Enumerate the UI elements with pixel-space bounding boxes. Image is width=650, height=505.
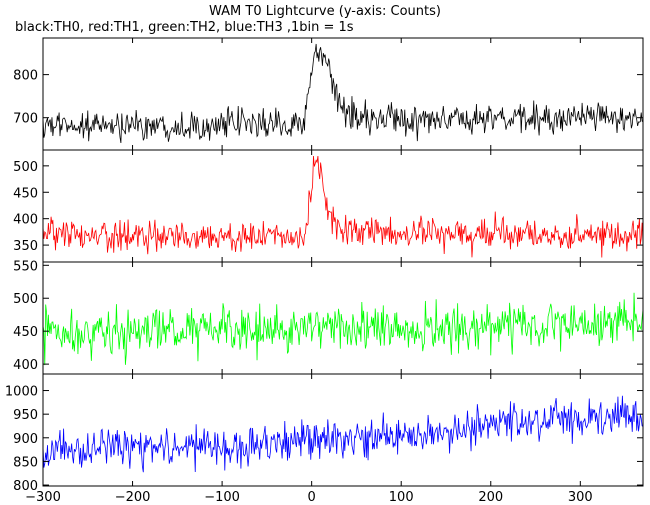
panels-group: 700 800 350 400 450 500 400 450 500 550 800 850 900 9… xyxy=(5,37,644,494)
y-tick-label: 1000 xyxy=(5,385,38,400)
chart-title: WAM T0 Lightcurve (y-axis: Counts) xyxy=(209,4,441,19)
y-tick-label: 500 xyxy=(13,160,38,175)
y-tick-label: 450 xyxy=(13,325,38,340)
y-tick-label: 450 xyxy=(13,186,38,201)
y-tick-label: 700 xyxy=(13,112,38,127)
series-line-th0 xyxy=(43,43,643,144)
panel-frame xyxy=(42,373,644,487)
x-axis: −300 −200 −100 0 100 200 300 xyxy=(25,490,593,505)
y-tick-label: 900 xyxy=(13,432,38,447)
y-tick-label: 950 xyxy=(13,408,38,423)
x-tick-label: −100 xyxy=(204,490,240,505)
x-tick-label: 100 xyxy=(389,490,414,505)
panel-frame xyxy=(42,149,644,263)
x-tick-label: −200 xyxy=(115,490,151,505)
panel-th2: 400 450 500 550 xyxy=(13,259,644,375)
chart-subtitle: black:TH0, red:TH1, green:TH2, blue:TH3 … xyxy=(15,20,354,35)
panel-th3: 800 850 900 950 1000 xyxy=(5,373,644,494)
panel-frame xyxy=(42,261,644,375)
y-tick-label: 800 xyxy=(13,479,38,494)
panel-th0: 700 800 xyxy=(13,37,644,151)
series-line-th2 xyxy=(43,292,643,366)
y-tick-label: 850 xyxy=(13,455,38,470)
x-tick-label: −300 xyxy=(25,490,61,505)
series-line-th1 xyxy=(43,155,643,258)
y-tick-label: 500 xyxy=(13,292,38,307)
y-tick-label: 350 xyxy=(13,239,38,254)
x-tick-label: 300 xyxy=(568,490,593,505)
y-tick-label: 400 xyxy=(13,213,38,228)
y-tick-label: 800 xyxy=(13,69,38,84)
y-tick-label: 400 xyxy=(13,358,38,373)
panel-th1: 350 400 450 500 xyxy=(13,149,644,263)
x-tick-label: 0 xyxy=(308,490,316,505)
y-tick-label: 550 xyxy=(13,259,38,274)
series-line-th3 xyxy=(43,395,643,473)
x-tick-label: 200 xyxy=(478,490,503,505)
